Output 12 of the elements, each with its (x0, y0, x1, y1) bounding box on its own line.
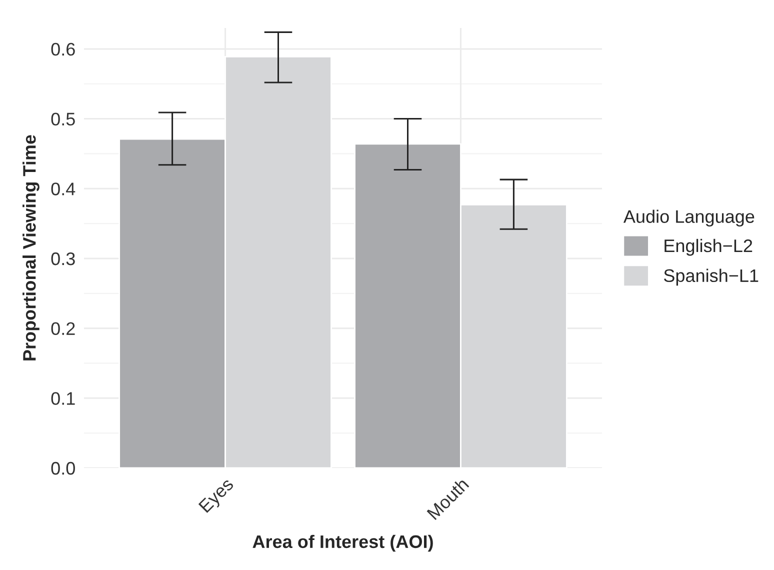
legend-label: Spanish−L1 (664, 268, 758, 286)
y-axis-title: Proportional Viewing Time (22, 135, 40, 360)
x-axis-title: Area of Interest (AOI) (252, 534, 433, 552)
legend-label: English−L2 (664, 238, 752, 256)
y-tick-label: 0.6 (51, 42, 75, 56)
y-tick-label: 0.2 (51, 322, 75, 336)
y-tick-label: 0.5 (51, 112, 75, 126)
y-tick-label: 0.1 (51, 392, 75, 405)
y-tick-label: 0.3 (51, 252, 75, 266)
y-tick-label: 0.0 (51, 462, 75, 475)
y-tick-label: 0.4 (51, 182, 76, 196)
legend-title: Audio Language (623, 210, 754, 227)
